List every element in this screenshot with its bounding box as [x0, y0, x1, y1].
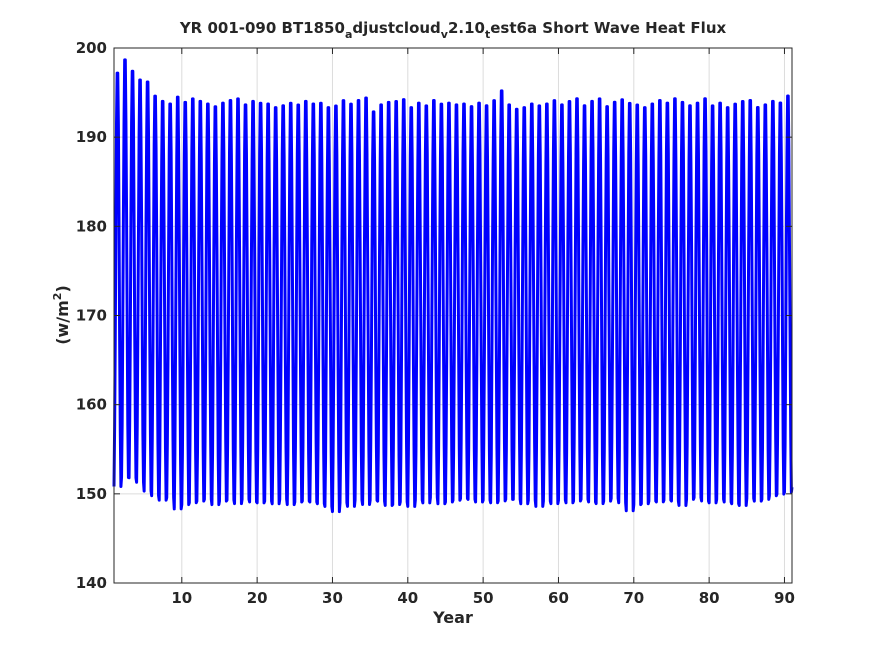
x-tick-label: 60	[548, 589, 569, 607]
x-ticks: 10 20 30 40 50 60 70 80 90	[171, 48, 795, 607]
y-tick-label: 190	[76, 128, 107, 146]
y-tick-label: 200	[76, 39, 107, 57]
y-label-sup: 2	[51, 293, 64, 301]
series-group	[112, 58, 794, 514]
title-part-3: 2.10	[448, 19, 485, 37]
y-label-suffix: )	[53, 285, 72, 292]
title-part-1: YR 001-090 BT1850	[179, 19, 345, 37]
title-part-2: djustcloud	[352, 19, 440, 37]
x-tick-label: 70	[623, 589, 644, 607]
y-label-prefix: (w/m	[53, 300, 72, 345]
x-tick-label: 30	[322, 589, 343, 607]
y-tick-label: 150	[76, 485, 107, 503]
x-tick-label: 50	[473, 589, 494, 607]
title-sub-2: v	[441, 28, 449, 41]
y-tick-label: 180	[76, 217, 107, 235]
x-axis-label: Year	[432, 608, 473, 627]
y-tick-label: 160	[76, 396, 107, 414]
x-tick-label: 90	[774, 589, 795, 607]
x-tick-label: 80	[699, 589, 720, 607]
series-line	[112, 58, 794, 514]
title-sub-3: t	[485, 28, 490, 41]
y-tick-label: 140	[76, 574, 107, 592]
x-tick-label: 40	[397, 589, 418, 607]
x-tick-label: 10	[171, 589, 192, 607]
chart-title: YR 001-090 BT1850adjustcloudv2.10test6a …	[179, 19, 727, 41]
x-tick-label: 20	[247, 589, 268, 607]
y-ticks: 140 150 160 170 180 190 200	[76, 39, 792, 592]
title-sub-1: a	[345, 28, 352, 41]
title-part-4: est6a Short Wave Heat Flux	[490, 19, 726, 37]
y-tick-label: 170	[76, 307, 107, 325]
y-axis-label: (w/m2)	[51, 285, 72, 345]
